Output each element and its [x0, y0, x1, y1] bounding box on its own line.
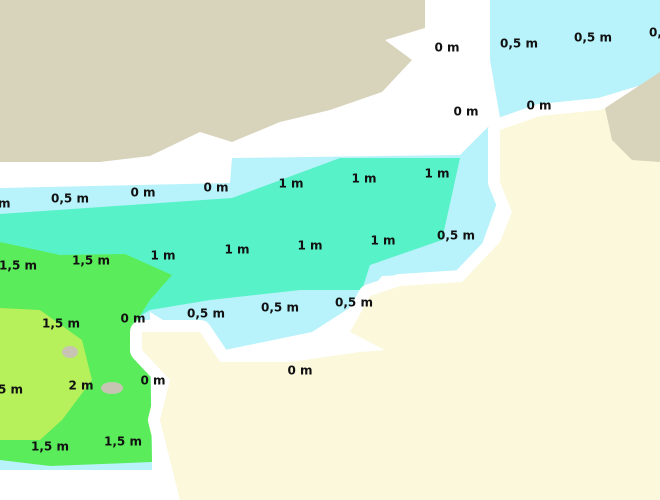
wave-height-label: 1 m	[224, 243, 249, 257]
wave-height-label: 0 m	[203, 181, 228, 195]
wave-height-label: 2 m	[68, 379, 93, 393]
wave-height-label: 0 m	[140, 374, 165, 388]
wave-height-label: 0 m	[120, 312, 145, 326]
wave-height-label: 1 m	[297, 239, 322, 253]
sea-zone-light	[490, 0, 660, 118]
island	[62, 346, 78, 358]
land-france	[142, 92, 660, 500]
wave-height-label: 1,5 m	[72, 254, 110, 268]
wave-height-label: 0 m	[0, 197, 11, 211]
land-belgium	[605, 72, 660, 162]
wave-height-label: 0,5 m	[500, 37, 538, 51]
wave-height-label: 1 m	[150, 249, 175, 263]
wave-height-label: 0,5 m	[335, 296, 373, 310]
wave-height-label: 0 m	[130, 186, 155, 200]
wave-height-label: 1,5 m	[42, 317, 80, 331]
wave-height-label: 1,5 m	[0, 259, 37, 273]
wave-height-label: 1,5 m	[31, 440, 69, 454]
wave-height-label: 0 m	[526, 99, 551, 113]
island	[101, 382, 123, 394]
wave-height-label: 1 m	[278, 177, 303, 191]
wave-height-label: 0,5 m	[574, 31, 612, 45]
wave-height-label: 0,5 m	[261, 301, 299, 315]
sea-zone-yellow	[0, 308, 92, 440]
wave-height-label: 1 m	[424, 167, 449, 181]
wave-height-label: 2,5 m	[0, 383, 23, 397]
wave-height-label: 1,5 m	[104, 435, 142, 449]
land-england	[0, 0, 425, 162]
wave-height-label: 1 m	[351, 172, 376, 186]
wave-height-label: 0,5 m	[187, 307, 225, 321]
wave-height-label: 0 m	[287, 364, 312, 378]
wave-height-label: 0 m	[453, 105, 478, 119]
wave-height-label: 0 m	[434, 41, 459, 55]
wave-height-label: 1 m	[370, 234, 395, 248]
wave-height-label: 0,5 m	[649, 26, 660, 40]
wave-height-label: 0,5 m	[51, 192, 89, 206]
wave-height-label: 0,5 m	[437, 229, 475, 243]
